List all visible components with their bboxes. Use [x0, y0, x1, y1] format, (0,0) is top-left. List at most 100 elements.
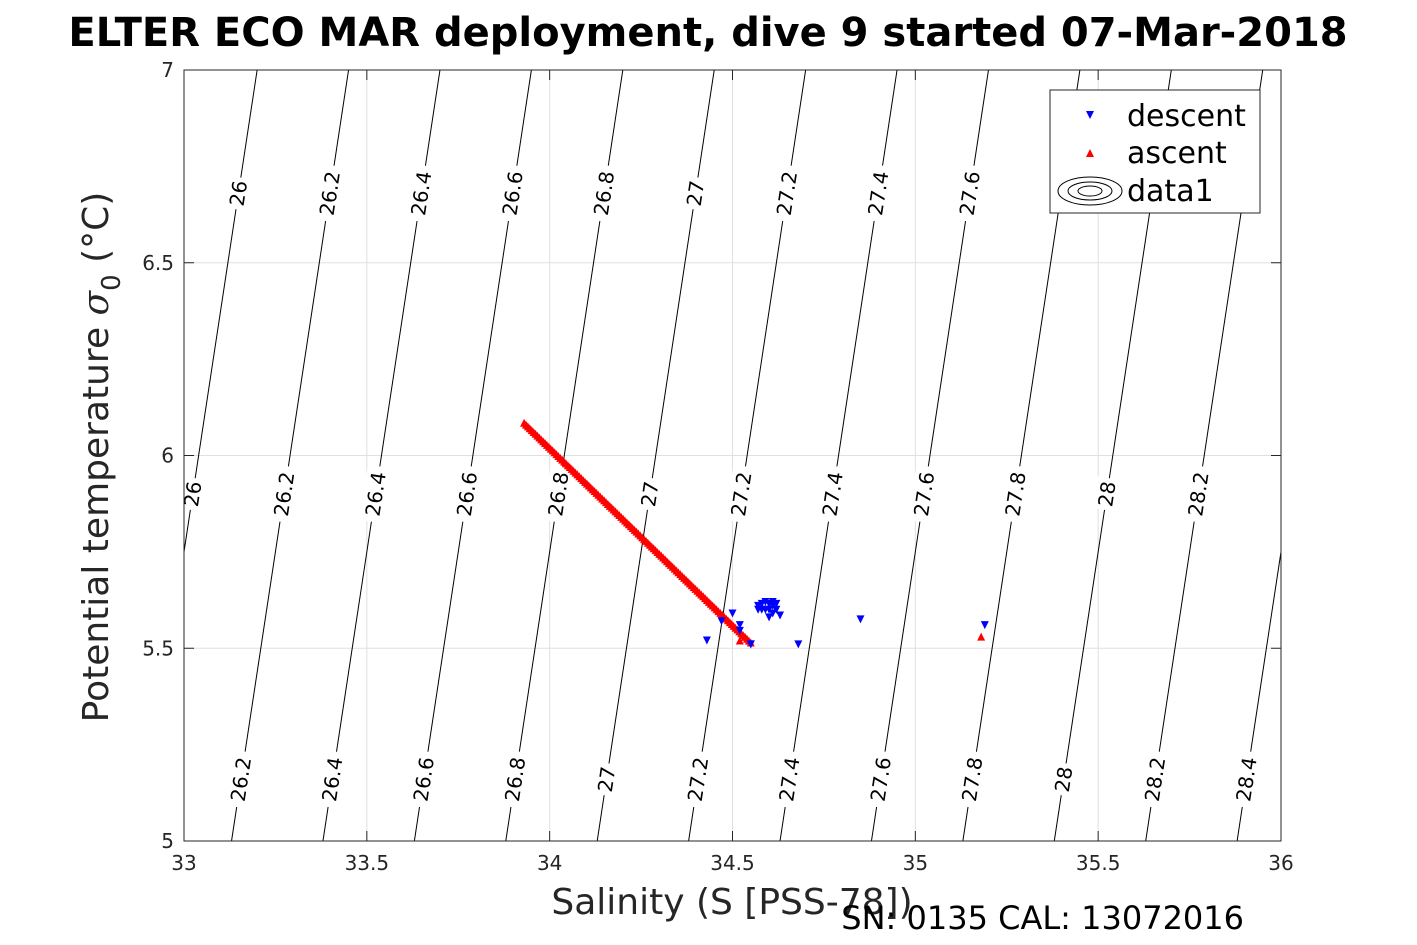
contour-label-bg: [681, 749, 715, 809]
contour-label: 27: [635, 476, 665, 512]
contour-label: 28.2: [1138, 749, 1172, 809]
contour-label: 27.4: [773, 749, 806, 809]
y-tick-label: 6: [161, 444, 174, 468]
x-tick-label: 33.5: [345, 851, 390, 875]
x-tick-label: 35.5: [1076, 851, 1121, 875]
contour-label-bg: [1049, 761, 1078, 797]
contour-label-bg: [908, 464, 941, 524]
y-tick-label: 5: [161, 829, 174, 853]
legend-descent-marker: [1086, 111, 1094, 119]
contour-label-bg: [956, 749, 989, 809]
x-tick-label: 36: [1268, 851, 1293, 875]
descent-point: [765, 613, 774, 622]
contour-label-bg: [999, 464, 1032, 524]
contour-label-bg: [450, 464, 484, 524]
contour-label-bg: [816, 464, 849, 524]
contour-label: 26.6: [450, 464, 484, 524]
contour-label-bg: [862, 163, 895, 223]
contour-label-text: 28: [1093, 480, 1121, 509]
descent-point: [735, 626, 744, 635]
contour-label: 27: [681, 175, 710, 211]
contour-label-bg: [224, 175, 253, 211]
contour-label-bg: [496, 163, 529, 223]
contour-label-bg: [405, 163, 438, 223]
chart-title: ELTER ECO MAR deployment, dive 9 started…: [68, 10, 1347, 56]
descent-point: [746, 640, 755, 649]
contour-label-bg: [864, 749, 897, 809]
contour-label: 28.4: [1230, 749, 1263, 809]
contour-label-bg: [542, 464, 575, 524]
descent-point: [717, 617, 726, 626]
contour-label-bg: [773, 749, 806, 809]
contour-label-bg: [725, 464, 758, 524]
contour-label: 26.4: [359, 464, 392, 524]
descent-point: [735, 621, 744, 630]
contour-line-28.4: [1236, 548, 1281, 841]
descent-point: [702, 636, 711, 645]
y-tick-label: 5.5: [142, 636, 174, 660]
y-axis-label-sigma: σ: [76, 289, 117, 315]
contour-label-text: 26: [225, 179, 253, 208]
descent-point: [728, 609, 737, 618]
ascent-point: [735, 636, 744, 645]
axis-ticks: 33 33.5 34 34.5 35 35.5 36 5 5.5 6 6.5 7: [142, 58, 1294, 875]
y-tick-label: 6.5: [142, 251, 174, 275]
contour-label-bg: [184, 476, 208, 512]
x-tick-label: 35: [903, 851, 928, 875]
legend-ascent-label: ascent: [1127, 136, 1227, 171]
serial-calibration-footer: SN: 0135 CAL: 13072016: [841, 899, 1244, 937]
contour-label-bg: [1138, 749, 1172, 809]
contour-label-bg: [407, 749, 440, 809]
contour-label-text: 26: [179, 480, 207, 509]
y-tick-label: 7: [161, 58, 174, 82]
ascent-point: [977, 632, 986, 641]
contour-label-bg: [1230, 749, 1263, 809]
contour-label-bg: [316, 749, 349, 809]
y-axis-label-subscript: 0: [97, 274, 127, 291]
contour-label: 27: [592, 761, 621, 797]
legend-descent-label: descent: [1127, 99, 1246, 134]
contour-label-bg: [681, 175, 710, 211]
x-tick-label: 34.5: [710, 851, 755, 875]
descent-point: [980, 621, 989, 630]
legend-data1-label: data1: [1127, 174, 1214, 209]
contour-label-bg: [499, 749, 532, 809]
legend-ascent-marker: [1086, 149, 1094, 157]
x-tick-label: 33: [171, 851, 196, 875]
contour-label-bg: [953, 163, 986, 223]
contour-label-bg: [1182, 464, 1215, 524]
legend-contour-icon: [1057, 176, 1123, 206]
y-axis-label-unit: (°C): [76, 192, 117, 275]
contour-label-bg: [588, 163, 621, 223]
contour-label: 26: [179, 476, 208, 512]
contour-label-bg: [359, 464, 392, 524]
contour-label: 26.8: [588, 163, 621, 223]
y-axis-label-main: Potential temperature: [76, 315, 117, 722]
y-axis-label: Potential temperature σ0 (°C): [76, 192, 127, 723]
x-axis-label: Salinity (S [PSS-78]): [551, 882, 912, 923]
contour-label-bg: [224, 749, 257, 809]
contour-label-bg: [592, 761, 621, 797]
contour-label-bg: [1092, 476, 1122, 512]
descent-point: [856, 615, 865, 624]
contour-label: 26.2: [313, 163, 346, 223]
descent-point: [794, 640, 803, 649]
contour-label-text: 28: [1050, 765, 1078, 794]
descent-point: [772, 599, 781, 608]
density-contours: 26 26.2 26.4 26.6 26.8 27 27.2 27.4 27.626 26.2 26…: [179, 70, 1281, 841]
legend-box: [1049, 89, 1261, 214]
contour-label: 26: [224, 175, 253, 211]
contour-label: 27.4: [816, 464, 849, 524]
contour-label-text: 27: [682, 179, 710, 208]
contour-label-text: 27: [593, 765, 621, 794]
x-tick-label: 34: [537, 851, 562, 875]
contour-label: 28: [1049, 761, 1078, 797]
legend: descent ascent data1: [1049, 89, 1261, 214]
descent-point: [776, 611, 785, 620]
contour-label-text: 27: [636, 480, 664, 509]
contour-label-bg: [635, 476, 665, 512]
contour-label: 28: [1092, 476, 1122, 512]
descent-point: [768, 609, 777, 618]
contour-label-bg: [313, 163, 346, 223]
